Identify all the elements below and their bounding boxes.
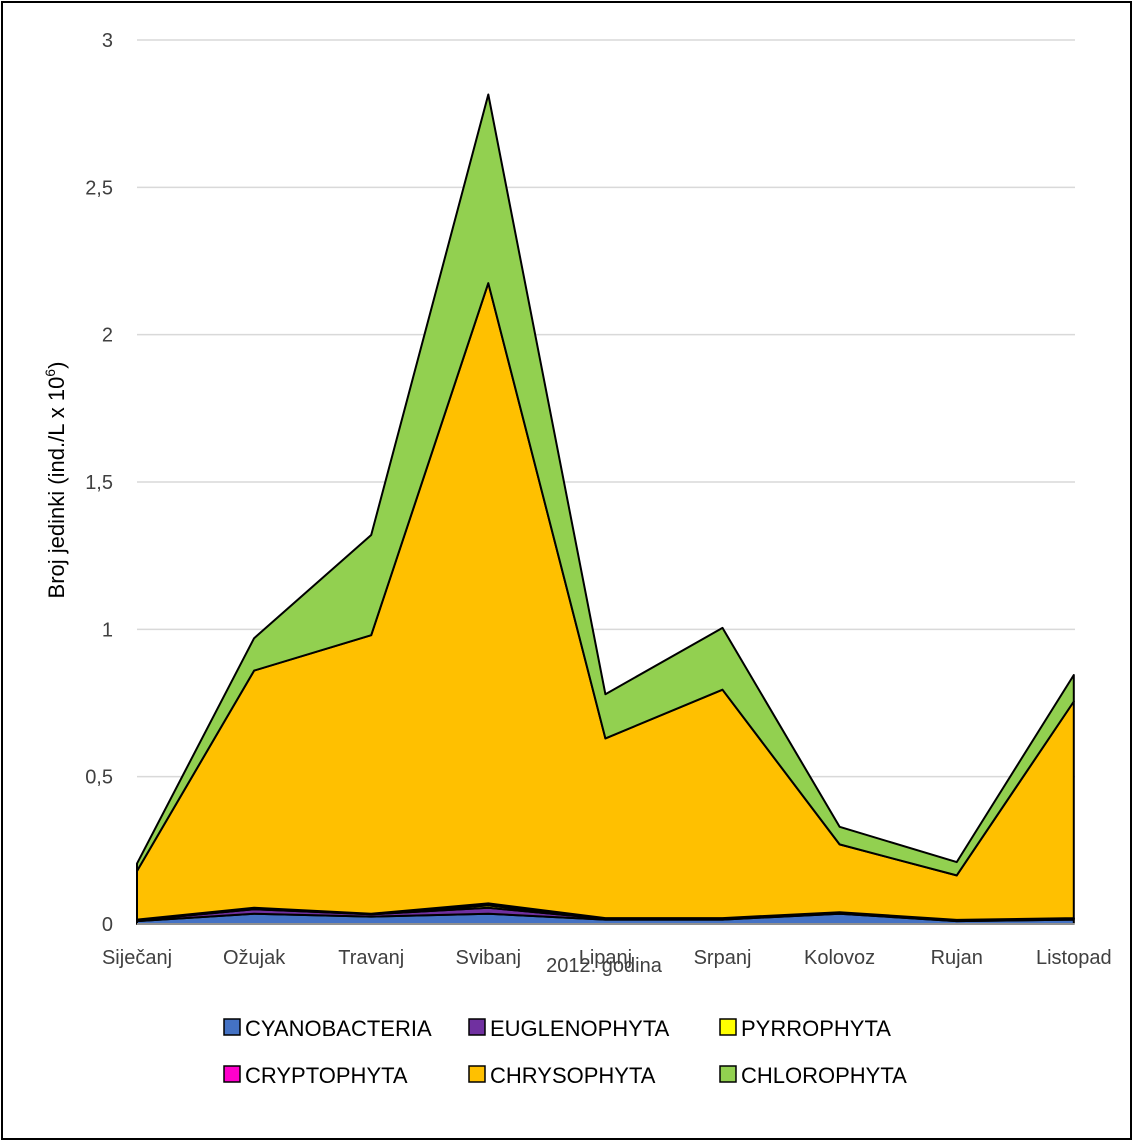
x-tick-label: Kolovoz [804,947,875,969]
area-chrysophyta [136,282,1075,921]
y-tick-label: 2 [102,325,113,347]
legend-label: PYRROPHYTA [741,1016,891,1041]
legend-item-chlorophyta: CHLOROPHYTA [719,1063,907,1088]
x-tick-label: Ožujak [223,947,286,969]
legend-item-pyrrophyta: PYRROPHYTA [719,1016,891,1041]
x-tick-label: Travanj [338,947,404,969]
legend-swatch [223,1018,241,1036]
y-axis-label: Broj jedinki (ind./L x 106) [42,362,69,599]
legend-swatch [468,1018,486,1036]
legend-label: CYANOBACTERIA [245,1016,432,1041]
legend-swatch [468,1065,486,1083]
legend-item-cryptophyta: CRYPTOPHYTA [223,1063,408,1088]
y-axis-ticks: 0 0,5 1 1,5 2 2,5 3 [85,30,113,936]
area-series [136,93,1075,925]
legend-label: CRYPTOPHYTA [245,1063,408,1088]
legend-swatch [719,1018,737,1036]
y-tick-label: 2,5 [85,177,113,199]
x-axis-label: 2012. godina [546,955,663,977]
y-tick-label: 1,5 [85,472,113,494]
y-tick-label: 0 [102,914,113,936]
y-tick-label: 3 [102,30,113,52]
x-axis-ticks: Siječanj Ožujak Travanj Svibanj Lipanj Srpanj… [102,947,1112,969]
x-tick-label: Listopad [1036,947,1112,969]
x-tick-label: Svibanj [455,947,521,969]
area-chlorophyta [136,93,1075,877]
x-tick-label: Siječanj [102,947,172,969]
x-tick-label: Lipanj [579,947,632,969]
legend-item-euglenophyta: EUGLENOPHYTA [468,1016,670,1041]
y-tick-label: 0,5 [85,767,113,789]
x-tick-label: Rujan [931,947,983,969]
legend-label: CHLOROPHYTA [741,1063,907,1088]
legend-swatch [719,1065,737,1083]
legend-label: CHRYSOPHYTA [490,1063,656,1088]
legend-item-cyanobacteria: CYANOBACTERIA [223,1016,432,1041]
x-tick-label: Srpanj [694,947,752,969]
legend-label: EUGLENOPHYTA [490,1016,670,1041]
legend-swatch [223,1065,241,1083]
legend: CYANOBACTERIA EUGLENOPHYTA PYRROPHYTA CRYPT… [223,1016,907,1088]
y-tick-label: 1 [102,619,113,641]
legend-item-chrysophyta: CHRYSOPHYTA [468,1063,656,1088]
